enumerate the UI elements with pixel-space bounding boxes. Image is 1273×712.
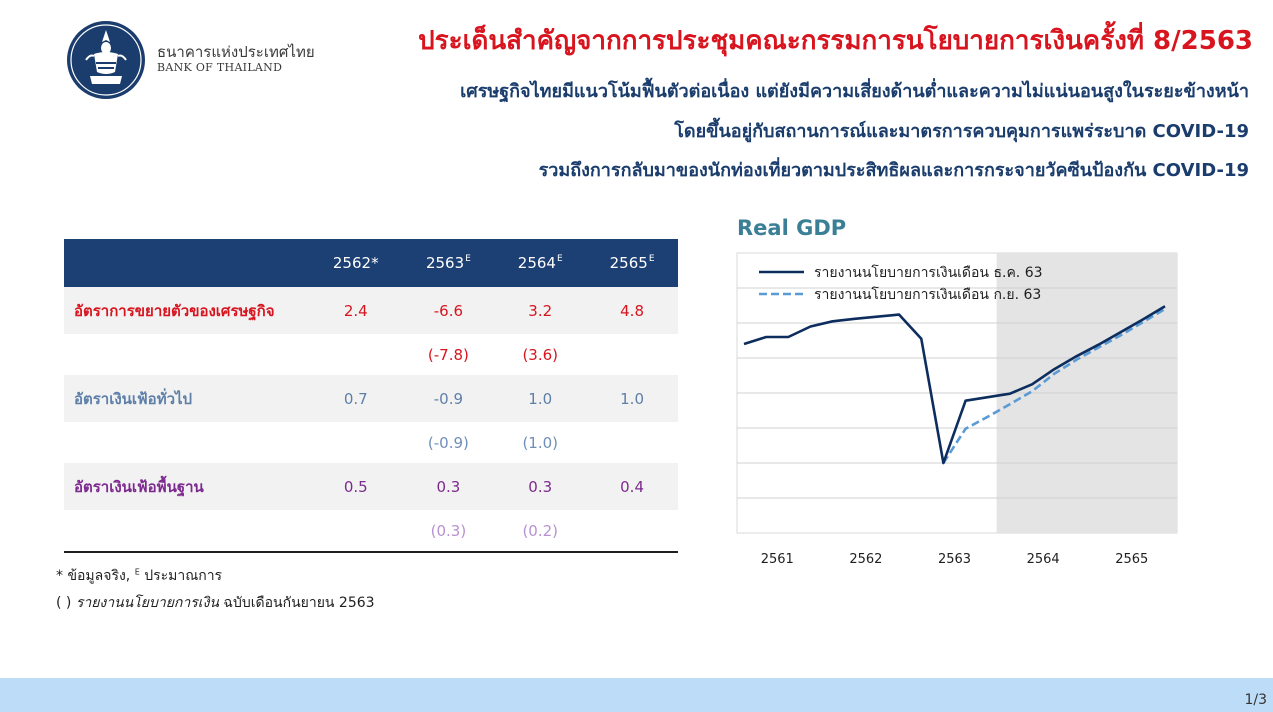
series-line-december: [743, 305, 1166, 465]
row-label: อัตราเงินเฟ้อพื้นฐาน: [64, 463, 309, 510]
x-tick-label: 2562: [849, 552, 882, 567]
x-tick-label: 2563: [938, 552, 971, 567]
column-header: 2565E: [586, 239, 678, 287]
table-cell: 0.3: [402, 463, 495, 510]
column-header: 2562*: [309, 239, 403, 287]
table-cell: -6.6: [402, 287, 495, 334]
table-cell: (0.3): [402, 510, 495, 553]
table-cell: 0.5: [309, 463, 403, 510]
subtitle-line-1: เศรษฐกิจไทยมีแนวโน้มฟื้นตัวต่อเนื่อง แต่…: [460, 81, 1249, 102]
real-gdp-chart: รายงานนโยบายการเงินเดือน ธ.ค. 63 รายงานนโ…: [736, 252, 1178, 567]
footer-bar: 1/3: [0, 678, 1273, 712]
table-cell: 2.4: [309, 287, 403, 334]
row-label: อัตราเงินเฟ้อทั่วไป: [64, 375, 309, 422]
legend-label: รายงานนโยบายการเงินเดือน ก.ย. 63: [814, 286, 1041, 303]
table-cell: 0.4: [586, 463, 678, 510]
footnote-previous-report: ( ) รายงานนโยบายการเงิน ฉบับเดือนกันยายน…: [56, 595, 375, 611]
table-row-headline-previous: (-0.9) (1.0): [64, 422, 678, 463]
table-cell: -0.9: [402, 375, 495, 422]
table-cell: (0.2): [494, 510, 587, 553]
table-cell: (-7.8): [427, 345, 469, 364]
row-label-empty: [64, 334, 309, 375]
x-tick-label: 2564: [1027, 552, 1060, 567]
table-cell: [586, 422, 678, 463]
table-cell: 1.0: [586, 375, 678, 422]
bank-of-thailand-logo: [67, 21, 145, 99]
column-header: 2563E: [402, 239, 495, 287]
x-tick-label: 2565: [1115, 552, 1148, 567]
table-cell: [309, 510, 403, 553]
table-row-gdp-previous: (-7.8) (3.6): [64, 334, 678, 375]
subtitle-line-2: โดยขึ้นอยู่กับสถานการณ์และมาตรการควบคุมก…: [674, 121, 1249, 142]
table-cell: 3.2: [494, 287, 587, 334]
table-row-core-previous: (0.3) (0.2): [64, 510, 678, 553]
table-cell: [309, 422, 402, 463]
org-name-english: BANK OF THAILAND: [157, 61, 283, 74]
table-cell: 1.0: [494, 375, 587, 422]
table-header-blank: [64, 239, 309, 287]
page-number: 1/3: [1244, 692, 1267, 708]
table-row-headline-inflation: อัตราเงินเฟ้อทั่วไป 0.7 -0.9 1.0 1.0: [64, 375, 678, 422]
table-cell: 4.8: [586, 287, 678, 334]
org-name-thai: ธนาคารแห่งประเทศไทย: [157, 43, 315, 61]
table-row-gdp-growth: อัตราการขยายตัวของเศรษฐกิจ 2.4 -6.6 3.2 …: [64, 287, 678, 334]
table-cell: (1.0): [522, 433, 558, 452]
row-label: อัตราการขยายตัวของเศรษฐกิจ: [64, 287, 309, 334]
table-header-row: 2562* 2563E 2564E 2565E: [64, 239, 678, 287]
table-cell: 0.3: [494, 463, 587, 510]
legend-label: รายงานนโยบายการเงินเดือน ธ.ค. 63: [814, 264, 1043, 281]
table-row-core-inflation: อัตราเงินเฟ้อพื้นฐาน 0.5 0.3 0.3 0.4: [64, 463, 678, 510]
table-cell: [586, 334, 678, 375]
row-label-empty: [64, 422, 309, 463]
row-label-empty: [64, 510, 309, 553]
footnote-actual-estimate: * ข้อมูลจริง, E ประมาณการ: [56, 567, 223, 584]
chart-title: Real GDP: [737, 216, 847, 240]
table-cell: [586, 510, 678, 553]
table-cell: 0.7: [309, 375, 403, 422]
forecast-table: 2562* 2563E 2564E 2565E อัตราการขยายตัวข…: [64, 239, 678, 553]
table-cell: (-0.9): [427, 433, 469, 452]
table-cell: [309, 334, 402, 375]
table-cell: (3.6): [522, 345, 558, 364]
series-line-september: [942, 307, 1166, 464]
subtitle-line-3: รวมถึงการกลับมาของนักท่องเที่ยวตามประสิท…: [538, 160, 1249, 181]
x-tick-label: 2561: [761, 552, 794, 567]
column-header: 2564E: [494, 239, 587, 287]
page-title: ประเด็นสำคัญจากการประชุมคณะกรรมการนโยบาย…: [418, 26, 1253, 56]
